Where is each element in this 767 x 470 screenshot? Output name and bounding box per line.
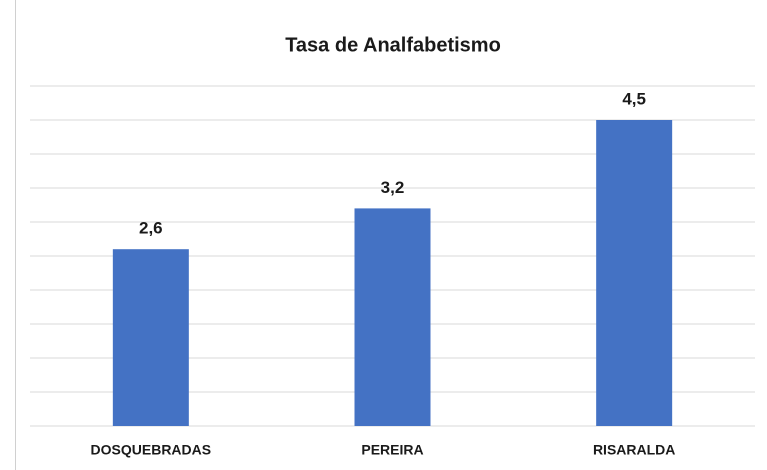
data-label: 4,5	[622, 89, 646, 108]
bar	[112, 249, 189, 426]
data-label: 2,6	[139, 219, 163, 238]
bar	[596, 120, 673, 426]
bar	[354, 208, 431, 426]
x-tick-label: PEREIRA	[361, 442, 423, 458]
x-tick-label: DOSQUEBRADAS	[91, 442, 212, 458]
chart-title: Tasa de Analfabetismo	[285, 34, 501, 56]
x-tick-label: RISARALDA	[593, 442, 675, 458]
data-label: 3,2	[381, 178, 405, 197]
